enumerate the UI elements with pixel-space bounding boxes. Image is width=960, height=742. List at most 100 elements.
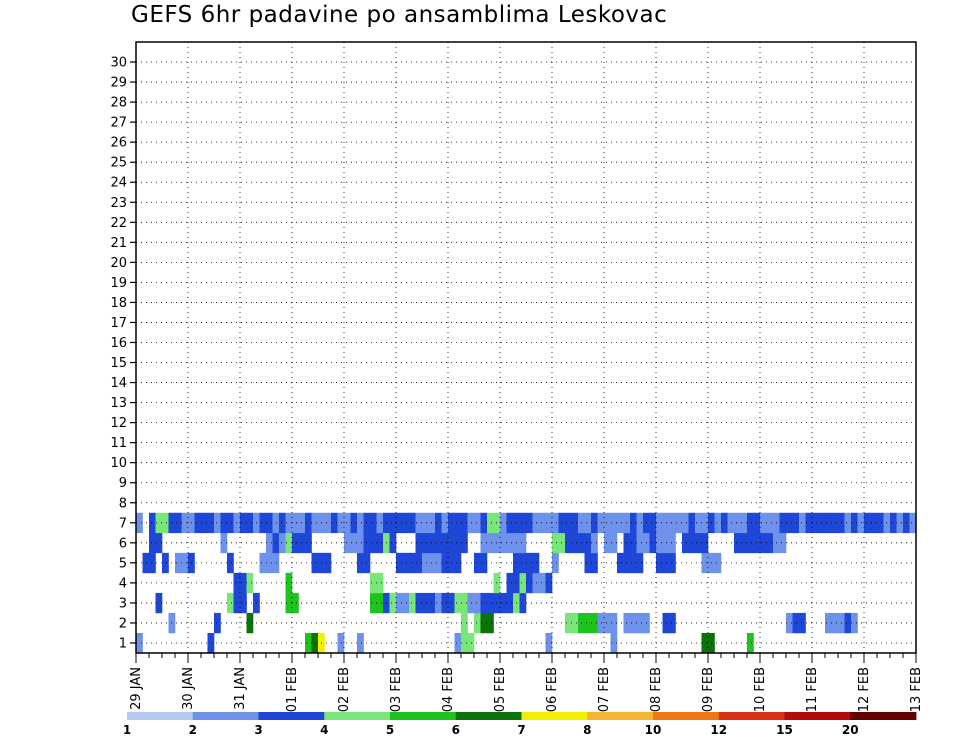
heatmap-cell — [656, 552, 663, 574]
heatmap-cell — [799, 612, 806, 634]
heatmap-cell — [610, 632, 618, 654]
heatmap-cell — [292, 512, 299, 534]
heatmap-cell — [344, 532, 351, 554]
heatmap-cell — [584, 552, 592, 574]
y-tick-label: 30 — [110, 56, 127, 71]
heatmap-cell — [227, 552, 234, 574]
heatmap-cell — [506, 512, 514, 534]
heatmap-cell — [506, 592, 514, 614]
x-tick-label: 07 FEB — [597, 667, 612, 712]
y-tick-label: 16 — [110, 336, 127, 351]
colorbar-label: 8 — [583, 723, 591, 737]
heatmap-cell — [604, 612, 611, 634]
heatmap-cell — [630, 512, 637, 534]
heatmap-cell — [610, 612, 618, 634]
heatmap-cell — [272, 532, 280, 554]
heatmap-cell — [480, 532, 488, 554]
heatmap-cell — [662, 612, 670, 634]
heatmap-cell — [266, 552, 273, 574]
heatmap-cell — [571, 532, 579, 554]
heatmap-cell — [552, 552, 559, 574]
heatmap-cell — [422, 512, 429, 534]
heatmap-cell — [149, 512, 156, 534]
heatmap-cell — [454, 512, 462, 534]
heatmap-cell — [175, 512, 182, 534]
heatmap-cell — [337, 632, 345, 654]
heatmap-cell — [435, 552, 442, 574]
heatmap-cell — [610, 532, 618, 554]
heatmap-cell — [701, 532, 709, 554]
heatmap-cell — [760, 532, 767, 554]
colorbar-label: 7 — [517, 723, 525, 737]
heatmap-cell — [162, 552, 169, 574]
y-tick-label: 9 — [119, 476, 127, 491]
y-tick-label: 28 — [110, 96, 127, 111]
x-tick-label: 08 FEB — [649, 667, 664, 712]
heatmap-cell — [597, 512, 605, 534]
heatmap-cell — [181, 512, 189, 534]
heatmap-cell — [825, 512, 832, 534]
heatmap-cell — [220, 532, 228, 554]
heatmap-cell — [422, 532, 429, 554]
y-tick-label: 20 — [110, 256, 127, 271]
x-tick-label: 12 FEB — [857, 667, 872, 712]
x-tick-label: 03 FEB — [389, 667, 404, 712]
heatmap-cell — [656, 532, 663, 554]
heatmap-cell — [779, 512, 787, 534]
colorbar-label: 1 — [123, 723, 131, 737]
heatmap-cell — [909, 512, 917, 534]
x-tick-label: 29 JAN — [129, 667, 144, 710]
heatmap-cell — [487, 512, 494, 534]
heatmap-cell — [786, 512, 793, 534]
heatmap-cell — [786, 612, 793, 634]
y-tick-label: 26 — [110, 136, 127, 151]
heatmap-cell — [805, 512, 813, 534]
heatmap-cell — [662, 552, 670, 574]
heatmap-cell — [695, 532, 702, 554]
heatmap-cell — [409, 512, 416, 534]
heatmap-cell — [357, 552, 364, 574]
heatmap-cell — [604, 512, 611, 534]
heatmap-cell — [266, 532, 273, 554]
heatmap-cell — [214, 612, 221, 634]
heatmap-cell — [201, 512, 208, 534]
heatmap-cell — [272, 512, 280, 534]
heatmap-cell — [792, 512, 800, 534]
x-tick-label: 06 FEB — [545, 667, 560, 712]
heatmap-cell — [591, 552, 598, 574]
colorbar-swatch — [718, 712, 785, 720]
heatmap-cell — [441, 532, 449, 554]
y-tick-label: 22 — [110, 216, 127, 231]
heatmap-cell — [571, 612, 579, 634]
heatmap-cell — [435, 512, 442, 534]
heatmap-cell — [812, 512, 819, 534]
heatmap-cell — [584, 512, 592, 534]
colorbar-label: 5 — [386, 723, 394, 737]
heatmap-cell — [519, 512, 527, 534]
heatmap-cell — [701, 512, 709, 534]
heatmap-cell — [370, 532, 377, 554]
heatmap-cell — [227, 512, 234, 534]
heatmap-cell — [669, 612, 676, 634]
colorbar-swatch — [127, 712, 194, 720]
heatmap-cell — [825, 612, 832, 634]
heatmap-cell — [701, 632, 709, 654]
heatmap-cell — [721, 512, 728, 534]
heatmap-cell — [227, 592, 234, 614]
y-tick-label: 13 — [110, 396, 127, 411]
heatmap-cell — [409, 552, 416, 574]
heatmap-cell — [461, 592, 468, 614]
x-tick-label: 31 JAN — [233, 667, 248, 710]
heatmap-cell — [571, 512, 579, 534]
heatmap-cell — [591, 512, 598, 534]
heatmap-cell — [851, 512, 858, 534]
colorbar-label: 15 — [776, 723, 793, 737]
x-tick-label: 05 FEB — [493, 667, 508, 712]
heatmap-cell — [740, 532, 748, 554]
colorbar-swatch — [587, 712, 654, 720]
y-tick-label: 21 — [110, 236, 127, 251]
heatmap-cell — [734, 532, 741, 554]
heatmap-cell — [545, 572, 553, 594]
heatmap-cell — [240, 572, 247, 594]
